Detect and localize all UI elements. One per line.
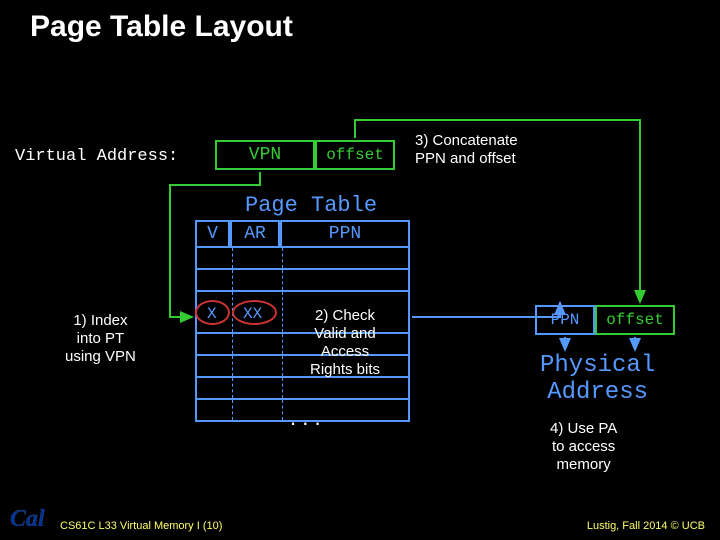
pt-header-ppn: PPN — [280, 220, 410, 248]
offset-out-box: offset — [595, 305, 675, 335]
ppn-out-box: PPN — [535, 305, 595, 335]
virtual-address-label: Virtual Address: — [15, 147, 178, 166]
footer-left: CS61C L33 Virtual Memory I (10) — [60, 520, 222, 532]
pt-row — [195, 270, 410, 292]
pt-row — [195, 248, 410, 270]
step-3-text: 3) Concatenate PPN and offset — [415, 132, 518, 168]
table-ellipsis: . . . — [290, 405, 321, 431]
footer-right: Lustig, Fall 2014 © UCB — [587, 520, 705, 532]
slide-title: Page Table Layout — [30, 10, 293, 44]
red-circle-v — [195, 300, 230, 325]
vpn-box: VPN — [215, 140, 315, 170]
offset-box-top: offset — [315, 140, 395, 170]
red-circle-ar — [232, 300, 277, 325]
pt-row — [195, 378, 410, 400]
step-2-text: 2) Check Valid and Access Rights bits — [310, 307, 380, 379]
cal-logo: Cal — [8, 504, 47, 535]
step-4-text: 4) Use PA to access memory — [550, 420, 617, 474]
pt-header-ar: AR — [230, 220, 280, 248]
step-1-text: 1) Index into PT using VPN — [65, 312, 136, 366]
page-table-title: Page Table — [245, 193, 377, 218]
physical-address-label: Physical Address — [540, 352, 655, 406]
pt-header-v: V — [195, 220, 230, 248]
